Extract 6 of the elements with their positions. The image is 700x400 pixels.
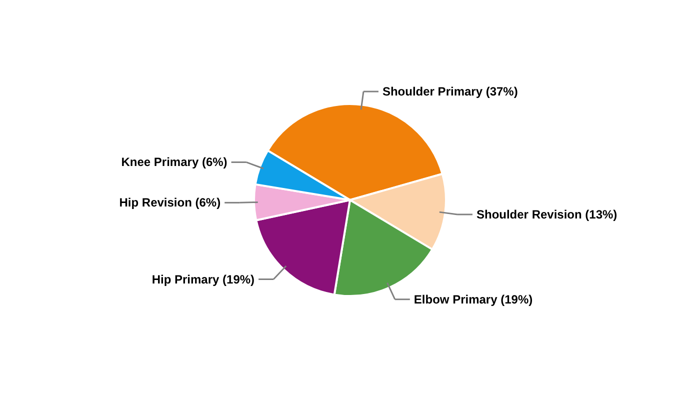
slice-label: Elbow Primary (19%) <box>414 292 533 306</box>
slice-label: Hip Revision (6%) <box>119 196 221 210</box>
slice-label: Shoulder Revision (13%) <box>476 207 618 222</box>
slice-label: Shoulder Primary (37%) <box>382 84 518 99</box>
slice-label: Knee Primary (6%) <box>121 155 228 170</box>
slice-label: Hip Primary (19%) <box>152 272 255 286</box>
